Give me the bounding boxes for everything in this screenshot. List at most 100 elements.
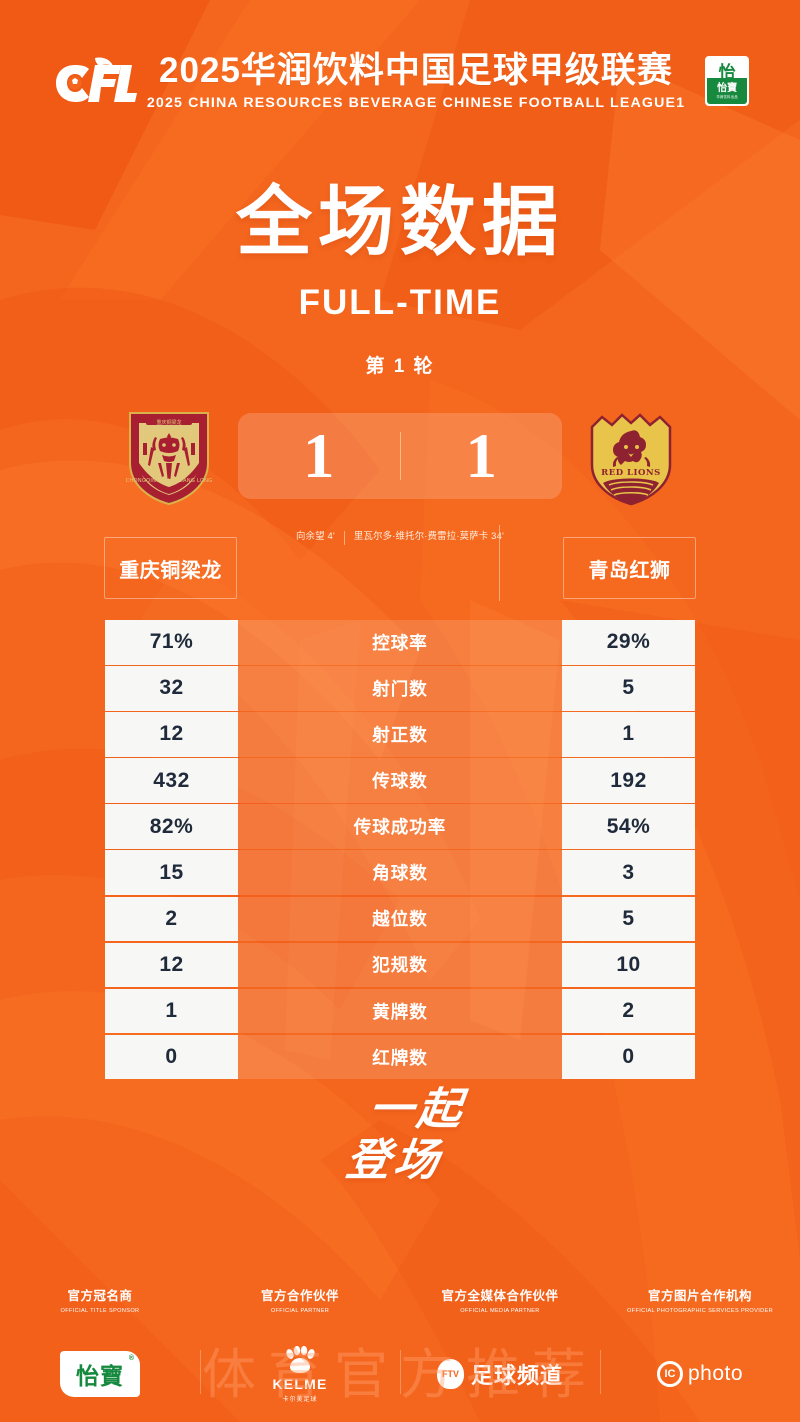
home-stat-value: 32 <box>159 676 184 700</box>
football-channel-logo-icon: FTV 足球频道 <box>436 1358 563 1390</box>
sponsor-title-en: OFFICIAL PARTNER <box>270 1308 330 1314</box>
home-stat-cell: 82% <box>105 804 238 849</box>
home-stat-cell: 12 <box>105 942 238 988</box>
scorers-divider <box>343 531 345 545</box>
ftv-mark: FTV <box>436 1359 464 1389</box>
away-stat-value: 1 <box>622 722 635 746</box>
away-scorers: 里瓦尔多·维托尔·费雷拉·莫萨卡 34' <box>353 530 504 541</box>
slogan-line-2: 登场 <box>343 1135 446 1185</box>
team-names-row: 重庆铜梁龙 青岛红狮 <box>100 525 700 601</box>
league-name-en: 2025 CHINA RESOURCES BEVERAGE CHINESE FO… <box>146 94 686 111</box>
sponsor-heading-media: 官方全媒体合作伙伴 OFFICIAL MEDIA PARTNER <box>400 1286 600 1314</box>
home-team-name: 重庆铜梁龙 <box>119 559 222 582</box>
stats-table: 71% 控球率 29% 32 射门数 5 <box>105 620 695 1081</box>
page-title: 全场数据 <box>236 180 564 265</box>
stat-label: 传球成功率 <box>353 817 447 838</box>
stat-label-cell: 控球率 <box>238 620 562 665</box>
home-stat-value: 15 <box>159 860 184 884</box>
teams-center-divider <box>499 525 500 601</box>
yibao-badge-inner: 怡 怡寶 华润饮料出品 <box>707 58 748 105</box>
paw-icon <box>286 1345 315 1373</box>
away-stat-value: 5 <box>622 676 635 700</box>
away-team-box[interactable]: 青岛红狮 <box>563 537 696 599</box>
sponsor-title-en: OFFICIAL PHOTOGRAPHIC SERVICES PROVIDER <box>627 1308 773 1314</box>
home-stat-value: 1 <box>165 999 178 1022</box>
kelme-logo-text: KELME <box>272 1375 328 1392</box>
yibao-subtitle: 华润饮料出品 <box>716 95 738 100</box>
qingdao-red-lions-badge-icon: RED LIONS 2016 <box>590 413 672 506</box>
home-stat-cell: 12 <box>105 712 238 757</box>
away-stat-value: 29% <box>606 630 651 654</box>
away-stat-value: 10 <box>616 952 641 976</box>
stat-label-cell: 犯规数 <box>238 942 562 988</box>
league-titles: 2025华润饮料中国足球甲级联赛 2025 CHINA RESOURCES BE… <box>147 52 685 111</box>
away-stat-cell: 2 <box>562 988 695 1034</box>
header-inner: 2025华润饮料中国足球甲级联赛 2025 CHINA RESOURCES BE… <box>51 52 750 111</box>
sponsor-headings: 官方冠名商 OFFICIAL TITLE SPONSOR 官方合作伙伴 OFFI… <box>0 1286 800 1314</box>
away-stat-value: 3 <box>622 860 635 884</box>
stat-label-cell: 传球数 <box>238 758 562 803</box>
sponsor-logo-slot: 怡寶 ® <box>0 1336 200 1412</box>
stat-label: 红牌数 <box>372 1047 428 1068</box>
home-stat-cell: 32 <box>105 666 238 711</box>
home-stat-value: 12 <box>159 952 184 976</box>
yibao-mark: 怡 <box>718 63 736 83</box>
away-stat-value: 192 <box>610 768 647 792</box>
stat-label-cell: 黄牌数 <box>238 988 562 1034</box>
home-stat-value: 12 <box>159 722 184 746</box>
sponsor-title-en: OFFICIAL TITLE SPONSOR <box>60 1308 140 1314</box>
stat-label: 射门数 <box>372 678 428 699</box>
yibao-logo-icon: 怡寶 ® <box>60 1351 140 1397</box>
table-row: 71% 控球率 29% <box>105 620 695 665</box>
sponsor-logo-slot: KELME 卡尔美足球 <box>200 1336 400 1412</box>
stat-label: 黄牌数 <box>372 1001 428 1022</box>
table-row: 12 射正数 1 <box>105 712 695 757</box>
ic-mark: IC <box>656 1361 683 1387</box>
stat-label: 控球率 <box>372 632 428 653</box>
round-label: 第 1 轮 <box>365 356 435 377</box>
sponsor-heading-partner: 官方合作伙伴 OFFICIAL PARTNER <box>200 1286 400 1314</box>
sponsor-logo-slot: FTV 足球频道 <box>400 1336 600 1412</box>
table-row: 2 越位数 5 <box>105 896 695 942</box>
page-title-block: 全场数据 FULL-TIME 第 1 轮 <box>0 185 800 378</box>
sponsor-heading-photo: 官方图片合作机构 OFFICIAL PHOTOGRAPHIC SERVICES … <box>600 1286 800 1314</box>
away-stat-cell: 10 <box>562 942 695 988</box>
svg-text:CHONGQING TONGLIANG LONG: CHONGQING TONGLIANG LONG <box>126 478 213 484</box>
away-stat-value: 0 <box>622 1045 635 1069</box>
kelme-logo-sub: 卡尔美足球 <box>282 1396 318 1403</box>
page-subtitle: FULL-TIME <box>298 283 502 322</box>
home-stat-cell: 71% <box>105 620 238 665</box>
away-stat-value: 54% <box>606 814 651 838</box>
sponsor-title-cn: 官方冠名商 <box>67 1289 133 1303</box>
home-stat-value: 82% <box>149 814 194 838</box>
stat-label: 角球数 <box>372 863 428 884</box>
stat-label: 射正数 <box>372 724 428 745</box>
stat-label-cell: 传球成功率 <box>238 804 562 849</box>
sponsor-title-cn: 官方全媒体合作伙伴 <box>441 1289 559 1303</box>
sponsor-logos: 怡寶 ® KELME 卡尔美足球 <box>0 1336 800 1412</box>
stat-label-cell: 射正数 <box>238 712 562 757</box>
sponsor-title-cn: 官方图片合作机构 <box>648 1289 752 1303</box>
away-score: 1 <box>465 420 498 491</box>
away-stat-cell: 29% <box>562 620 695 665</box>
stat-label-cell: 红牌数 <box>238 1034 562 1080</box>
home-scorers: 向余望 4' <box>295 530 335 541</box>
stat-label-cell: 越位数 <box>238 896 562 942</box>
league-name-cn: 2025华润饮料中国足球甲级联赛 <box>159 51 673 91</box>
football-channel-text: 足球频道 <box>470 1363 563 1388</box>
icphoto-logo-icon: IC photo <box>656 1361 743 1387</box>
away-stat-cell: 0 <box>562 1034 695 1080</box>
home-stat-value: 71% <box>149 630 194 654</box>
sponsor-footer: 官方冠名商 OFFICIAL TITLE SPONSOR 官方合作伙伴 OFFI… <box>0 1286 800 1422</box>
table-row: 32 射门数 5 <box>105 666 695 711</box>
slogan-calligraphy: 一起 登场 <box>0 1085 800 1185</box>
away-stat-value: 2 <box>622 999 635 1022</box>
sponsor-logo-slot: IC photo <box>600 1336 800 1412</box>
sponsor-heading-title: 官方冠名商 OFFICIAL TITLE SPONSOR <box>0 1286 200 1314</box>
table-row: 12 犯规数 10 <box>105 942 695 988</box>
away-stat-cell: 5 <box>562 896 695 942</box>
score-panel: 1 1 <box>238 413 562 499</box>
home-team-box[interactable]: 重庆铜梁龙 <box>104 537 237 599</box>
